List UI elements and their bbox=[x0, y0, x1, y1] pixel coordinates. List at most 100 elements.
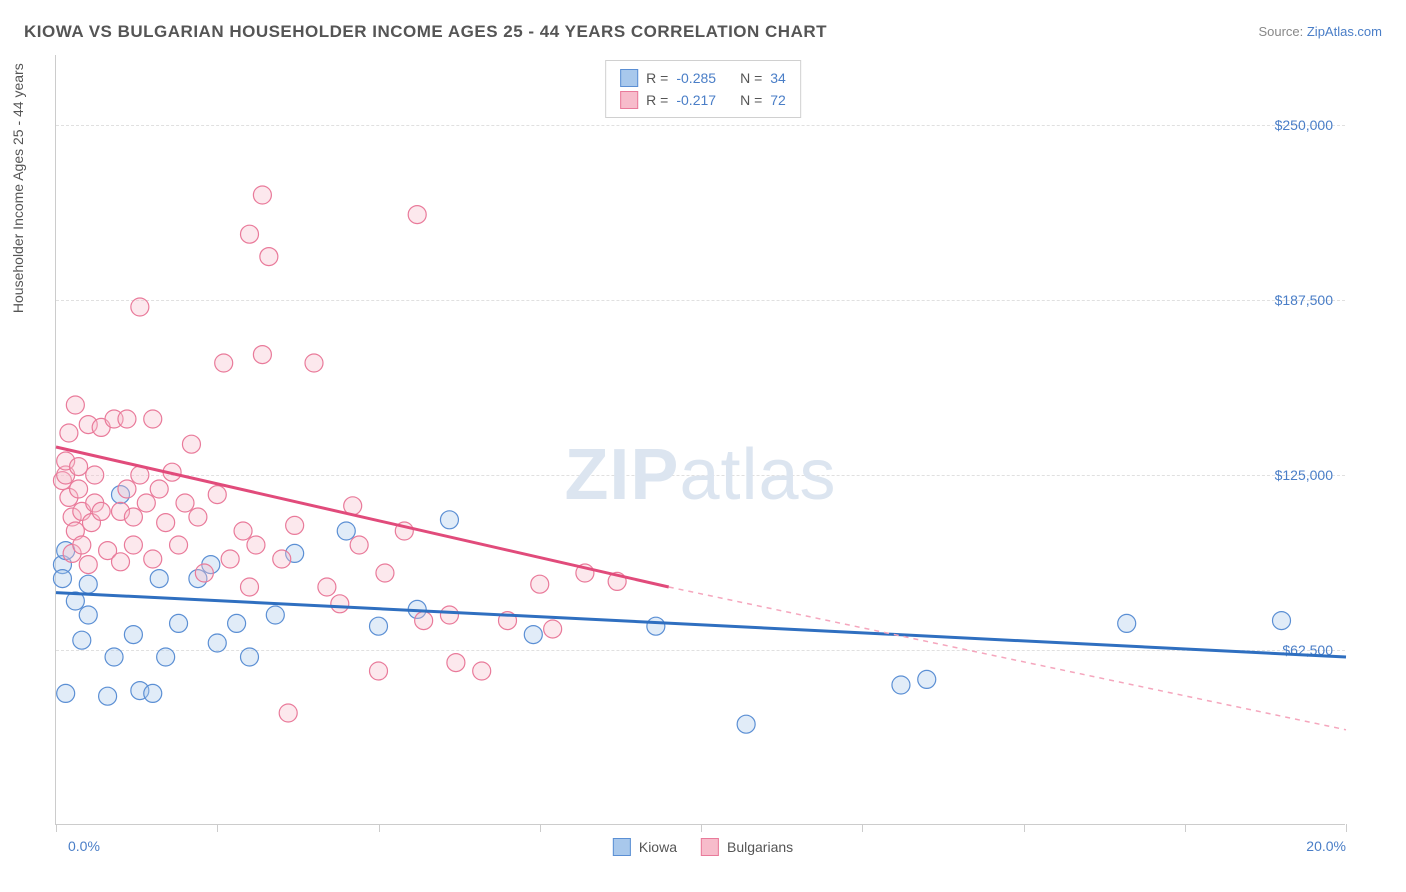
data-point bbox=[376, 564, 394, 582]
legend-r-value: -0.285 bbox=[676, 70, 716, 86]
data-point bbox=[447, 654, 465, 672]
data-point bbox=[273, 550, 291, 568]
series-legend-item: Bulgarians bbox=[701, 838, 793, 856]
data-point bbox=[79, 606, 97, 624]
data-point bbox=[370, 617, 388, 635]
data-point bbox=[144, 684, 162, 702]
y-axis-title: Householder Income Ages 25 - 44 years bbox=[10, 63, 26, 313]
x-tick bbox=[56, 824, 57, 832]
data-point bbox=[53, 570, 71, 588]
data-point bbox=[176, 494, 194, 512]
data-point bbox=[189, 508, 207, 526]
data-point bbox=[73, 536, 91, 554]
data-point bbox=[260, 248, 278, 266]
data-point bbox=[305, 354, 323, 372]
legend-swatch bbox=[620, 91, 638, 109]
data-point bbox=[70, 480, 88, 498]
data-point bbox=[241, 225, 259, 243]
data-point bbox=[137, 494, 155, 512]
data-point bbox=[531, 575, 549, 593]
data-point bbox=[286, 516, 304, 534]
data-point bbox=[473, 662, 491, 680]
source-link[interactable]: ZipAtlas.com bbox=[1307, 24, 1382, 39]
data-point bbox=[112, 553, 130, 571]
data-point bbox=[131, 298, 149, 316]
data-point bbox=[892, 676, 910, 694]
data-point bbox=[70, 458, 88, 476]
data-point bbox=[918, 670, 936, 688]
data-point bbox=[524, 626, 542, 644]
data-point bbox=[647, 617, 665, 635]
x-tick bbox=[1185, 824, 1186, 832]
data-point bbox=[118, 410, 136, 428]
data-point bbox=[221, 550, 239, 568]
legend-r-label: R = bbox=[646, 70, 668, 86]
data-point bbox=[60, 424, 78, 442]
data-point bbox=[1118, 614, 1136, 632]
data-point bbox=[279, 704, 297, 722]
data-point bbox=[150, 570, 168, 588]
legend-swatch bbox=[613, 838, 631, 856]
correlation-legend: R = -0.285 N = 34 R = -0.217 N = 72 bbox=[605, 60, 801, 118]
data-point bbox=[253, 346, 271, 364]
legend-row: R =-0.285N =34 bbox=[620, 67, 786, 89]
data-point bbox=[57, 684, 75, 702]
plot-area: ZIPatlas $62,500$125,000$187,500$250,000 bbox=[55, 55, 1345, 825]
data-point bbox=[318, 578, 336, 596]
x-tick bbox=[862, 824, 863, 832]
legend-swatch bbox=[620, 69, 638, 87]
x-tick bbox=[379, 824, 380, 832]
data-point bbox=[247, 536, 265, 554]
legend-n-value: 34 bbox=[770, 70, 786, 86]
data-point bbox=[124, 626, 142, 644]
data-point bbox=[337, 522, 355, 540]
legend-n-value: 72 bbox=[770, 92, 786, 108]
data-point bbox=[195, 564, 213, 582]
data-point bbox=[105, 648, 123, 666]
legend-r-label: R = bbox=[646, 92, 668, 108]
x-tick bbox=[540, 824, 541, 832]
series-name: Kiowa bbox=[639, 839, 677, 855]
data-point bbox=[124, 536, 142, 554]
data-point bbox=[144, 550, 162, 568]
data-point bbox=[208, 634, 226, 652]
data-point bbox=[73, 631, 91, 649]
data-point bbox=[544, 620, 562, 638]
trend-line-extrapolated bbox=[669, 587, 1346, 730]
series-legend: Kiowa Bulgarians bbox=[613, 838, 793, 856]
data-point bbox=[350, 536, 368, 554]
data-point bbox=[370, 662, 388, 680]
data-point bbox=[415, 612, 433, 630]
legend-row: R = -0.217 N = 72 bbox=[620, 89, 786, 111]
x-tick bbox=[701, 824, 702, 832]
x-axis-max-label: 20.0% bbox=[1306, 838, 1346, 854]
data-point bbox=[170, 536, 188, 554]
data-point bbox=[215, 354, 233, 372]
chart-title: KIOWA VS BULGARIAN HOUSEHOLDER INCOME AG… bbox=[24, 22, 827, 42]
data-point bbox=[253, 186, 271, 204]
data-point bbox=[66, 396, 84, 414]
data-point bbox=[228, 614, 246, 632]
data-point bbox=[170, 614, 188, 632]
data-point bbox=[266, 606, 284, 624]
source-attribution: Source: ZipAtlas.com bbox=[1258, 24, 1382, 39]
data-point bbox=[241, 578, 259, 596]
data-point bbox=[737, 715, 755, 733]
series-name: Bulgarians bbox=[727, 839, 793, 855]
data-point bbox=[241, 648, 259, 666]
legend-r-value: -0.217 bbox=[676, 92, 716, 108]
data-point bbox=[208, 486, 226, 504]
data-point bbox=[440, 511, 458, 529]
data-point bbox=[86, 466, 104, 484]
data-point bbox=[440, 606, 458, 624]
x-tick bbox=[217, 824, 218, 832]
data-point bbox=[408, 206, 426, 224]
x-tick bbox=[1346, 824, 1347, 832]
data-point bbox=[157, 514, 175, 532]
data-point bbox=[331, 595, 349, 613]
source-label: Source: bbox=[1258, 24, 1306, 39]
data-point bbox=[92, 502, 110, 520]
data-point bbox=[124, 508, 142, 526]
legend-n-label: N = bbox=[740, 92, 762, 108]
chart-container: KIOWA VS BULGARIAN HOUSEHOLDER INCOME AG… bbox=[0, 0, 1406, 892]
